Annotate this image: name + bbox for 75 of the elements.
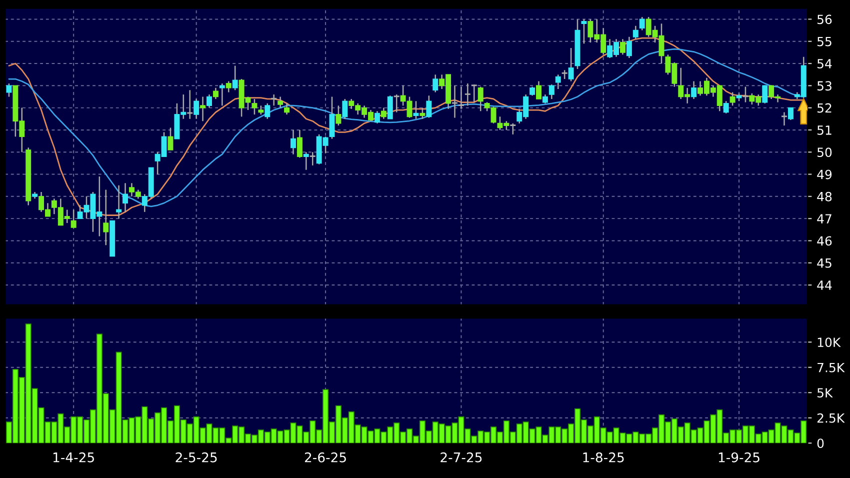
candlestick [187, 89, 193, 120]
candlestick [310, 151, 316, 166]
candlestick [336, 104, 342, 126]
candlestick [548, 84, 554, 100]
candlestick [581, 18, 587, 44]
y-tick-label: 2.5K [817, 413, 845, 423]
candlestick [632, 25, 638, 40]
candlestick [478, 86, 484, 112]
candlestick [458, 86, 464, 110]
candlestick [536, 80, 542, 100]
x-tick-label: 1-4-25 [53, 452, 94, 462]
candlestick [284, 102, 290, 116]
x-tick-label: 2-5-25 [176, 452, 217, 462]
candlestick [200, 96, 206, 122]
candlestick [226, 80, 232, 93]
candlestick [426, 95, 432, 118]
y-tick-label: 45 [817, 258, 832, 268]
candlestick [620, 38, 626, 56]
candlestick [168, 127, 174, 151]
y-tick-label: 48 [817, 192, 832, 202]
candlestick [116, 184, 122, 220]
candlestick [122, 182, 128, 213]
candlestick [296, 129, 302, 158]
candlestick [691, 80, 697, 100]
candlestick [374, 110, 380, 124]
y-tick-label: 0 [817, 438, 824, 448]
candlestick [464, 82, 470, 106]
candlestick [762, 85, 768, 104]
candlestick [420, 107, 426, 120]
candlestick [555, 74, 561, 90]
candlestick [103, 189, 109, 246]
candlestick [510, 122, 516, 136]
y-tick-label: 46 [817, 236, 832, 246]
candlestick [471, 84, 477, 103]
candlestick [639, 16, 645, 31]
candlestick [394, 94, 400, 113]
y-tick-label: 56 [817, 14, 832, 24]
candlestick [380, 107, 386, 120]
x-tick-label: 2-7-25 [440, 452, 482, 462]
candlestick [329, 96, 335, 140]
y-tick-label: 50 [817, 148, 832, 158]
y-tick-label: 7.5K [818, 362, 845, 372]
candlestick [413, 100, 419, 120]
candlestick [432, 74, 438, 93]
candlestick [290, 129, 296, 155]
y-tick-label: 54 [817, 59, 832, 68]
candlestick [723, 100, 729, 114]
candlestick [626, 36, 632, 59]
candlestick [781, 112, 787, 126]
y-tick-label: 10K [818, 338, 841, 348]
y-tick-label: 44 [817, 280, 832, 290]
x-tick-label: 1-8-25 [583, 452, 624, 462]
candlestick [206, 94, 212, 108]
candlestick [212, 87, 218, 100]
y-tick-label: 53 [817, 81, 832, 91]
candlestick [252, 98, 258, 116]
y-tick-label: 47 [817, 214, 832, 224]
candlestick [219, 82, 225, 106]
candlestick [271, 94, 277, 106]
candlestick [278, 96, 284, 108]
candlestick [232, 65, 238, 91]
candlestick [452, 85, 458, 118]
candlestick [342, 98, 348, 120]
candlestick [264, 102, 270, 120]
y-tick-label: 5K [817, 388, 833, 398]
y-tick-label: 49 [817, 170, 832, 180]
y-tick-label: 52 [817, 103, 832, 113]
y-tick-label: 55 [817, 36, 832, 46]
candlestick [730, 92, 736, 106]
y-tick-label: 51 [817, 126, 832, 135]
x-tick-label: 1-9-25 [718, 452, 760, 462]
candlestick [6, 82, 12, 98]
x-tick-label: 2-6-25 [304, 452, 346, 462]
candlestick [70, 209, 76, 228]
candlestick [742, 86, 748, 103]
